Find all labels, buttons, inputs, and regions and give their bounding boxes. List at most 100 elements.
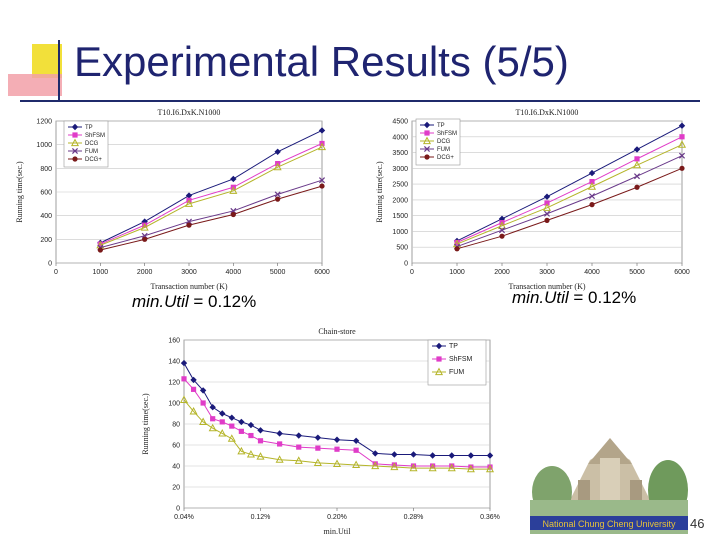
y-tick-label: 3500	[392, 150, 408, 157]
data-point	[179, 395, 189, 403]
data-point	[679, 165, 685, 171]
y-tick-label: 1000	[392, 229, 408, 236]
data-point	[542, 203, 552, 211]
series-fum	[179, 395, 495, 473]
x-tick-label: 0.04%	[174, 514, 194, 521]
x-tick-label: 4000	[226, 269, 242, 276]
series-line	[100, 179, 323, 249]
legend: TP ShFSM DCG FUM DCG+	[63, 120, 109, 168]
data-point	[466, 464, 475, 473]
data-point	[544, 217, 550, 223]
legend-label: DCG	[85, 141, 99, 147]
x-tick-label: 6000	[314, 269, 330, 276]
y-tick-label: 140	[168, 359, 180, 366]
y-tick-label: 2500	[392, 182, 408, 189]
legend-label: DCG+	[85, 157, 102, 163]
legend-label: FUM	[449, 369, 464, 376]
data-point	[97, 247, 103, 253]
y-axis-label: Running time(sec.)	[15, 161, 24, 223]
caption-right-value: = 0.12%	[568, 288, 637, 307]
legend-label: ShFSM	[85, 133, 105, 139]
data-point	[588, 193, 596, 200]
legend-label: TP	[85, 125, 93, 131]
data-point	[199, 417, 208, 425]
y-tick-label: 400	[40, 213, 52, 220]
data-point	[199, 387, 207, 394]
data-point	[142, 236, 148, 242]
data-point	[634, 156, 640, 162]
x-tick-label: 5000	[629, 269, 645, 276]
legend-marker	[436, 356, 442, 362]
data-point	[230, 211, 236, 218]
data-point	[587, 182, 597, 190]
data-point	[391, 462, 397, 468]
data-point	[447, 463, 456, 472]
data-point	[219, 419, 225, 425]
chart-svg: 0 500 1000 1500 2000 2500 3000 3500 4000 4500 0 100…	[375, 108, 690, 291]
x-tick-label: 2000	[137, 269, 153, 276]
data-point	[486, 452, 494, 459]
logo-text: National Chung Cheng University	[542, 519, 676, 529]
data-point	[352, 437, 360, 444]
x-tick-label: 0.20%	[327, 514, 347, 521]
y-axis-label: Running time(sec.)	[375, 161, 384, 223]
series-line	[100, 130, 323, 244]
y-tick-label: 60	[172, 443, 180, 450]
x-tick-label: 3000	[539, 269, 555, 276]
series-fum	[97, 177, 326, 251]
data-point	[256, 452, 265, 460]
data-point	[295, 432, 302, 439]
series-line	[456, 136, 683, 243]
data-point	[498, 227, 506, 234]
legend-marker	[423, 145, 431, 153]
series-line	[456, 125, 683, 242]
data-point	[208, 423, 217, 432]
data-point	[246, 449, 255, 458]
data-point	[275, 196, 281, 202]
legend-label: ShFSM	[437, 131, 457, 137]
data-point	[391, 451, 398, 458]
data-point	[319, 183, 325, 189]
data-point	[228, 414, 236, 421]
data-point	[485, 464, 495, 473]
y-tick-label: 160	[168, 338, 180, 345]
data-point	[589, 178, 595, 185]
caption-right: min.Util = 0.12%	[512, 288, 636, 308]
data-point	[544, 200, 550, 206]
x-tick-label: 0	[410, 269, 414, 276]
data-point	[140, 223, 149, 231]
data-point	[227, 434, 236, 442]
data-point	[467, 452, 475, 459]
data-point	[229, 186, 238, 194]
slide-title: Experimental Results (5/5)	[74, 38, 569, 85]
data-point	[543, 193, 551, 200]
legend-marker	[422, 136, 432, 145]
data-point	[189, 406, 198, 415]
x-tick-label: 0	[54, 269, 58, 276]
series-line	[100, 143, 323, 245]
chart-title: T10.I6.DxK.N1000	[158, 108, 221, 117]
data-point	[372, 461, 378, 467]
data-point	[454, 239, 460, 246]
data-point	[296, 444, 302, 450]
data-point	[275, 455, 284, 463]
legend-label: FUM	[437, 147, 450, 153]
legend-marker	[72, 132, 78, 138]
chart-title: Chain-store	[318, 327, 356, 336]
data-point	[315, 445, 321, 451]
data-point	[332, 459, 342, 467]
x-tick-label: 3000	[181, 269, 197, 276]
legend-marker	[72, 156, 78, 162]
y-tick-label: 0	[176, 506, 180, 513]
y-tick-label: 2000	[392, 197, 408, 204]
x-tick-label: 1000	[449, 269, 465, 276]
data-point	[317, 142, 327, 151]
data-point	[371, 461, 380, 470]
data-point	[430, 463, 436, 469]
data-point	[428, 463, 437, 472]
data-point	[230, 175, 237, 183]
y-tick-label: 80	[172, 422, 180, 429]
data-point	[588, 169, 596, 177]
data-point	[634, 184, 640, 190]
data-point	[257, 438, 264, 444]
